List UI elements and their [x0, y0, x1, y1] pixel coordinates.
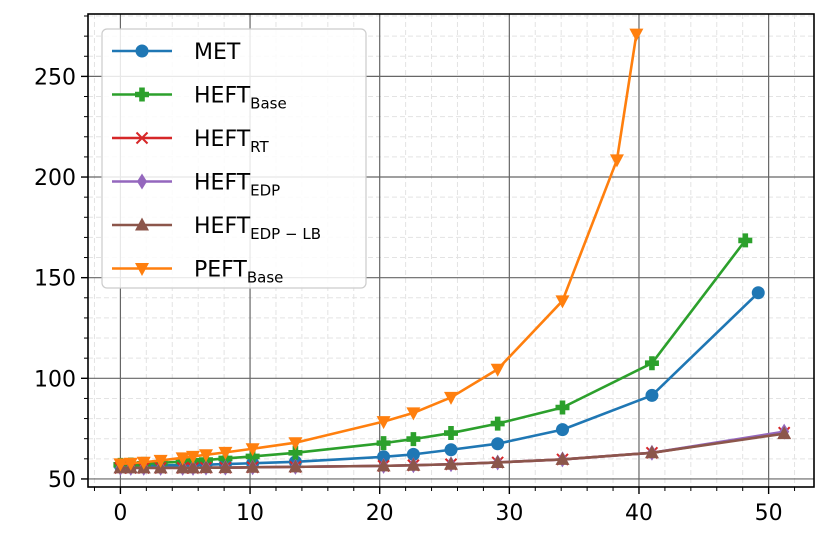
legend-label: HEFTBase [194, 84, 287, 113]
x-tick-label: 10 [236, 501, 264, 526]
data-point [175, 452, 190, 466]
legend-marker [135, 131, 149, 145]
data-point [198, 449, 213, 463]
x-tick-label: 20 [366, 501, 394, 526]
y-tick-label: 50 [48, 468, 76, 493]
data-point [490, 454, 505, 468]
data-point [406, 407, 421, 421]
y-tick-label: 100 [34, 367, 76, 392]
x-tick-label: 40 [625, 501, 653, 526]
data-point [777, 426, 792, 440]
data-point [644, 445, 659, 459]
data-point [153, 454, 168, 468]
legend-label-main: PEFT [194, 258, 247, 283]
legend-label: PEFTBase [194, 258, 283, 287]
data-point [376, 416, 391, 430]
data-point [376, 436, 391, 451]
y-tick-label: 150 [34, 267, 76, 292]
data-point [444, 426, 458, 441]
x-tick-label: 50 [755, 501, 783, 526]
legend-label: HEFTRT [194, 127, 269, 156]
legend-label-subscript: Base [247, 269, 284, 287]
legend-label-main: HEFT [194, 84, 251, 109]
data-point [555, 400, 570, 415]
axis-ticks: 0 10 20 30 40 50 50 100 150 200 250 [34, 15, 796, 526]
legend-label-main: HEFT [194, 127, 251, 152]
legend-marker [137, 173, 147, 190]
data-point [288, 445, 303, 460]
data-point [198, 460, 213, 474]
data-point [406, 432, 421, 447]
y-tick-label: 250 [34, 65, 76, 90]
legend-label-main: MET [194, 40, 241, 65]
data-point [376, 458, 391, 472]
legend-label-main: HEFT [194, 214, 251, 239]
legend-item: HEFTEDP [112, 171, 280, 200]
data-point [113, 458, 128, 472]
legend-label-subscript: EDP − LB [250, 225, 321, 243]
data-point [288, 437, 303, 451]
data-point [738, 233, 753, 248]
data-point [245, 449, 260, 464]
series-met [113, 286, 765, 473]
data-point [245, 459, 260, 473]
legend-item: HEFTRT [112, 127, 269, 156]
data-point [555, 423, 569, 437]
legend-marker [135, 87, 149, 102]
legend-label: HEFTEDP [194, 171, 280, 200]
data-point [490, 416, 505, 431]
x-tick-label: 0 [113, 501, 127, 526]
x-tick-label: 30 [495, 501, 523, 526]
data-point [377, 450, 391, 464]
legend-label: HEFTEDP − LB [194, 214, 321, 243]
legend-label-subscript: RT [250, 138, 269, 156]
data-point [491, 437, 505, 451]
legend-label-subscript: EDP [250, 182, 280, 200]
legend-label: MET [194, 40, 241, 65]
plot-frame [87, 13, 815, 488]
data-point [245, 443, 260, 457]
data-point [645, 388, 659, 402]
legend-marker [135, 217, 149, 231]
data-point [444, 456, 458, 470]
legend-marker [135, 44, 149, 58]
legend-item: MET [112, 40, 241, 65]
data-point [136, 456, 151, 470]
data-point [644, 356, 659, 371]
data-point [123, 457, 138, 471]
legend-label-subscript: Base [250, 95, 287, 113]
data-point [555, 451, 570, 465]
data-point [490, 363, 505, 377]
data-point [751, 286, 765, 300]
legend-label-main: HEFT [194, 171, 251, 196]
legend-box [101, 28, 367, 289]
data-point [609, 154, 624, 168]
data-point [218, 446, 233, 460]
data-point [288, 459, 303, 473]
legend-item: HEFTBase [112, 84, 287, 113]
data-point [186, 450, 201, 464]
series-line [120, 291, 760, 468]
legend-marker [135, 263, 149, 276]
legend-item: HEFTEDP − LB [112, 214, 321, 243]
data-point [444, 443, 458, 457]
data-point [186, 460, 201, 474]
data-point [175, 460, 190, 474]
data-point [444, 391, 458, 405]
data-point [406, 457, 421, 471]
data-point [218, 460, 233, 474]
legend-item: PEFTBase [112, 258, 283, 287]
data-point [555, 295, 570, 309]
y-tick-label: 200 [34, 166, 76, 191]
series-layer [113, 28, 792, 476]
series-peft-base [113, 28, 644, 472]
data-point [629, 28, 644, 42]
data-point [406, 447, 420, 461]
